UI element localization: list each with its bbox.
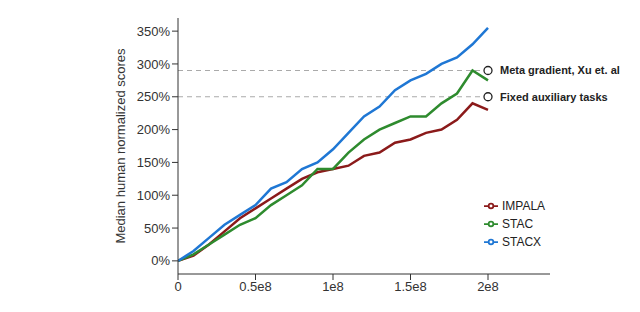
- svg-text:Fixed auxiliary tasks: Fixed auxiliary tasks: [500, 91, 608, 103]
- svg-text:0: 0: [174, 279, 181, 294]
- svg-text:0.5e8: 0.5e8: [239, 279, 272, 294]
- svg-text:1e8: 1e8: [322, 279, 344, 294]
- svg-text:2e8: 2e8: [477, 279, 499, 294]
- svg-text:100%: 100%: [137, 188, 171, 203]
- svg-text:300%: 300%: [137, 57, 171, 72]
- svg-text:Meta gradient, Xu et. al: Meta gradient, Xu et. al: [500, 64, 620, 76]
- svg-text:Median human normalized scores: Median human normalized scores: [113, 48, 128, 244]
- svg-text:50%: 50%: [144, 221, 170, 236]
- svg-text:250%: 250%: [137, 89, 171, 104]
- svg-text:350%: 350%: [137, 24, 171, 39]
- svg-text:200%: 200%: [137, 122, 171, 137]
- svg-text:1.5e8: 1.5e8: [394, 279, 427, 294]
- svg-text:0%: 0%: [151, 253, 170, 268]
- html-text:IMPALA: IMPALA: [502, 199, 546, 213]
- html-text:STACX: STACX: [502, 235, 542, 249]
- svg-text:150%: 150%: [137, 155, 171, 170]
- html-text:STAC: STAC: [502, 217, 534, 231]
